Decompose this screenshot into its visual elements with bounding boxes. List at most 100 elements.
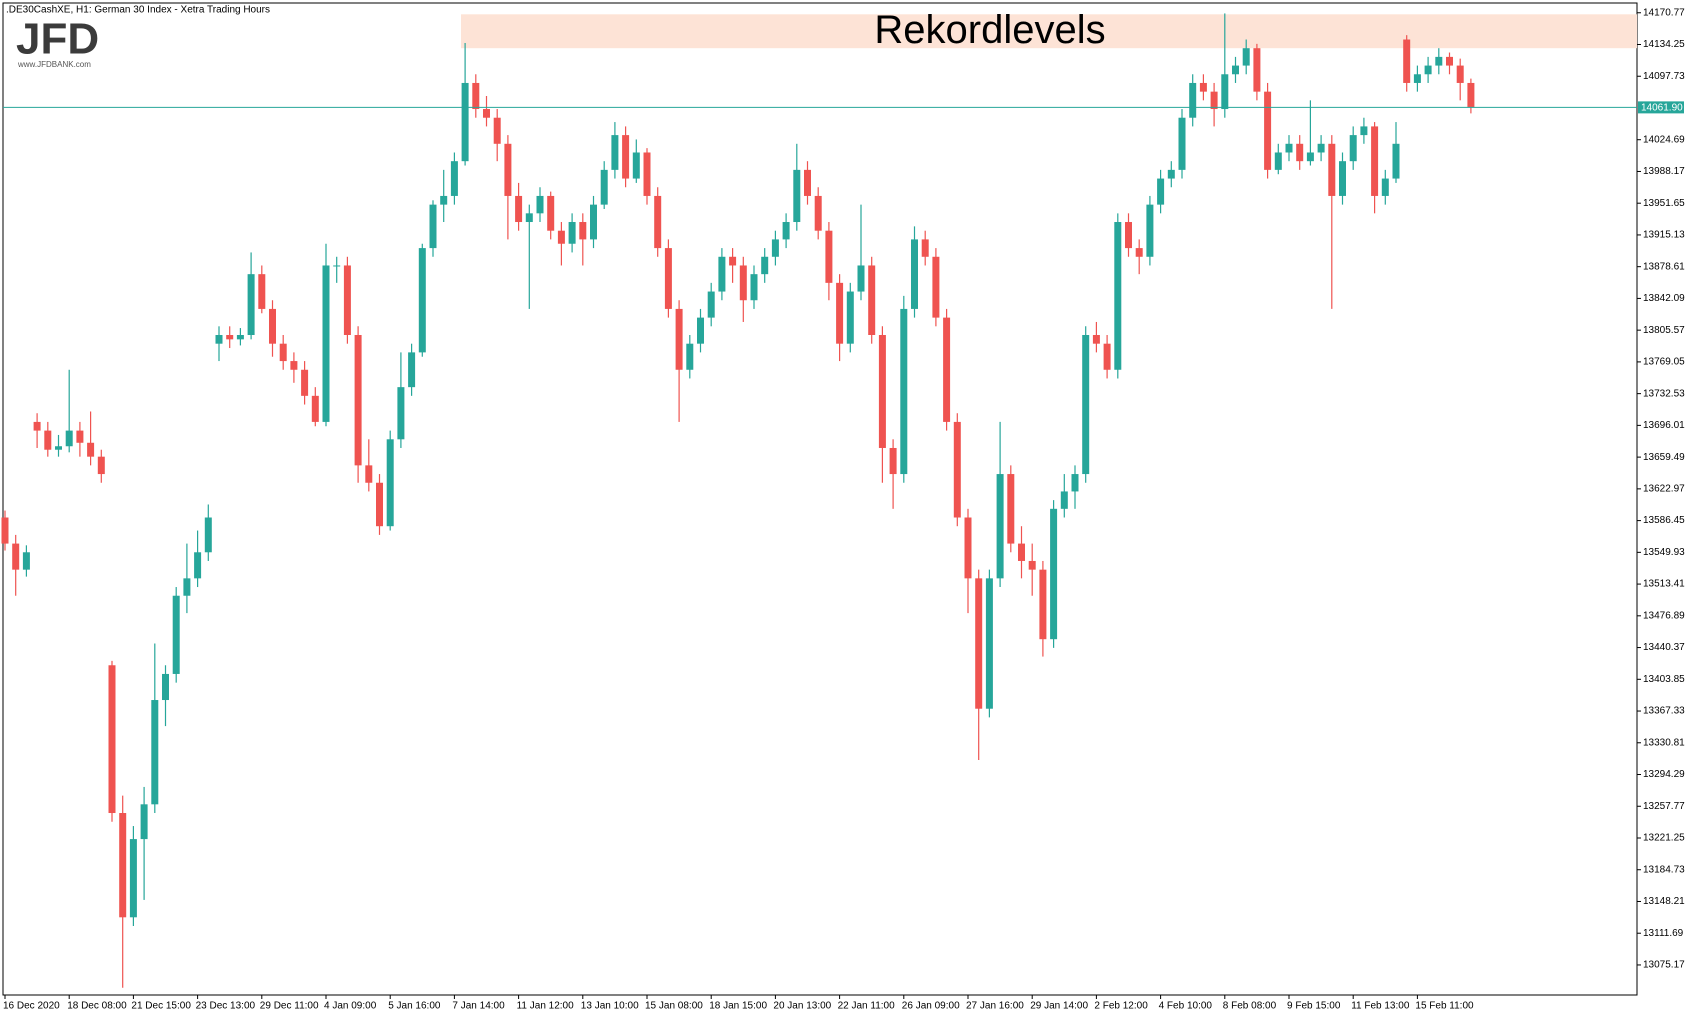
- candle-body: [22, 552, 30, 570]
- x-tick-label: 11 Jan 12:00: [517, 1001, 575, 1012]
- y-tick-label: 13440.37: [1643, 642, 1685, 653]
- candle-body: [632, 152, 640, 179]
- candle-body: [343, 265, 351, 335]
- candle-body: [151, 700, 159, 805]
- candle-body: [1071, 474, 1079, 492]
- candle-body: [333, 265, 341, 267]
- candle-body: [44, 430, 52, 450]
- candle-body: [1178, 117, 1186, 170]
- candle-body: [889, 447, 897, 475]
- candle-body: [183, 578, 191, 596]
- candle-body: [1050, 508, 1058, 640]
- candle-body: [750, 274, 758, 301]
- candle-body: [354, 334, 362, 466]
- candle-body: [654, 195, 662, 249]
- candle-body: [911, 239, 918, 309]
- candle-body: [1296, 143, 1304, 162]
- candle-body: [440, 195, 448, 205]
- candle-body: [707, 291, 715, 318]
- candle-body: [868, 265, 876, 335]
- candle-body: [921, 239, 929, 257]
- candle-body: [600, 169, 608, 205]
- candle-body: [1435, 56, 1443, 66]
- candle-body: [397, 387, 405, 440]
- x-tick-label: 18 Jan 15:00: [709, 1001, 767, 1012]
- candle-body: [557, 230, 565, 244]
- candle-body: [964, 517, 972, 579]
- candle-body: [1446, 56, 1453, 66]
- candle-body: [1135, 248, 1143, 257]
- candle-body: [65, 430, 73, 447]
- x-tick-label: 5 Jan 16:00: [388, 1001, 441, 1012]
- y-tick-label: 13988.17: [1643, 166, 1685, 177]
- candle-body: [1274, 152, 1282, 170]
- y-tick-label: 13111.69: [1643, 928, 1684, 939]
- x-tick-label: 7 Jan 14:00: [452, 1001, 505, 1012]
- candle-body: [761, 256, 769, 275]
- candle-body: [1210, 91, 1218, 110]
- candle-body: [418, 248, 426, 353]
- y-tick-label: 13075.17: [1643, 960, 1685, 971]
- y-tick-label: 13696.01: [1643, 420, 1685, 431]
- candle-body: [1125, 222, 1132, 249]
- candle-body: [1456, 65, 1464, 83]
- y-tick-label: 14097.73: [1643, 71, 1685, 82]
- candle-body: [718, 256, 726, 292]
- candle-body: [590, 204, 597, 240]
- y-tick-label: 13257.77: [1643, 801, 1685, 812]
- candle-body: [825, 230, 833, 283]
- y-tick-label: 13769.05: [1643, 357, 1685, 368]
- y-tick-label: 13549.93: [1643, 547, 1685, 558]
- candle-body: [1028, 560, 1036, 570]
- candle-body: [782, 222, 790, 240]
- candle-body: [804, 169, 811, 196]
- x-tick-label: 27 Jan 16:00: [966, 1001, 1024, 1012]
- candle-body: [269, 308, 276, 344]
- candle-body: [129, 839, 137, 918]
- x-tick-label: 18 Dec 08:00: [67, 1001, 127, 1012]
- candle-body: [1403, 39, 1411, 83]
- candle-body: [932, 256, 940, 318]
- y-tick-label: 13403.85: [1643, 674, 1685, 685]
- candle-body: [55, 446, 62, 450]
- candle-body: [322, 265, 330, 422]
- candle-body: [376, 482, 383, 527]
- candle-body: [365, 465, 373, 483]
- price-label: 14061.90: [1641, 103, 1683, 114]
- candle-body: [461, 82, 469, 162]
- x-tick-label: 11 Feb 13:00: [1351, 1001, 1410, 1012]
- candle-body: [793, 169, 801, 223]
- candle-body: [140, 804, 148, 840]
- candle-body: [119, 813, 127, 918]
- candle-body: [247, 274, 255, 335]
- candle-body: [836, 282, 844, 344]
- candle-body: [1103, 343, 1111, 370]
- candle-body: [900, 308, 908, 475]
- candle-body: [686, 343, 694, 370]
- candle-body: [1306, 152, 1314, 162]
- y-tick-label: 14024.69: [1643, 134, 1685, 145]
- candle-body: [953, 421, 961, 518]
- candle-body: [1264, 91, 1272, 170]
- candle-body: [1007, 474, 1015, 544]
- y-tick-label: 13513.41: [1643, 579, 1685, 590]
- y-tick-label: 13805.57: [1643, 325, 1685, 336]
- x-tick-label: 26 Jan 09:00: [902, 1001, 960, 1012]
- candle-body: [279, 343, 287, 362]
- candle-body: [643, 152, 651, 196]
- y-tick-label: 13367.33: [1643, 706, 1685, 717]
- candle-body: [943, 317, 951, 422]
- candle-body: [1199, 82, 1207, 92]
- candle-body: [1360, 126, 1368, 136]
- candle-body: [1349, 135, 1357, 162]
- candle-body: [301, 369, 309, 396]
- candle-body: [1167, 169, 1175, 179]
- candle-body: [1157, 178, 1165, 205]
- candle-body: [108, 665, 116, 814]
- candle-body: [1060, 491, 1068, 509]
- y-tick-label: 13294.29: [1643, 769, 1685, 780]
- x-tick-label: 8 Feb 08:00: [1223, 1001, 1277, 1012]
- candle-body: [1467, 82, 1475, 108]
- candle-body: [547, 195, 555, 231]
- record-zone: [461, 14, 1637, 49]
